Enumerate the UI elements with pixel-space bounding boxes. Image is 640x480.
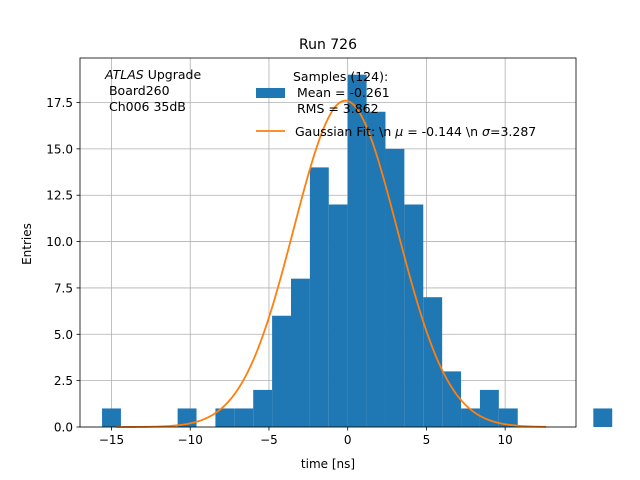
y-axis-label: Entries: [20, 223, 34, 265]
x-tick-label: 0: [344, 433, 352, 447]
x-tick-label: −5: [260, 433, 278, 447]
histogram-bar: [272, 315, 291, 427]
annotation: ATLAS Upgrade Board260 Ch006 35dB: [104, 67, 201, 114]
histogram-bar: [347, 74, 367, 427]
legend-hist-label-1: Samples (124):: [293, 69, 388, 84]
histogram-bar: [404, 204, 424, 427]
x-tick-label: 5: [423, 433, 431, 447]
histogram-bar: [423, 297, 443, 427]
annotation-line-1: ATLAS Upgrade: [104, 67, 201, 82]
legend-fit-sigma-symbol: σ: [482, 124, 491, 139]
histogram-bar: [385, 148, 405, 427]
legend-fit-part-1: Gaussian Fit: \n: [295, 124, 395, 139]
histogram-bar: [461, 408, 480, 427]
x-axis-ticks: −15 −10 −5 0 5 10: [99, 427, 513, 447]
legend-fit-part-3: =3.287: [490, 124, 536, 139]
plot-frame: [79, 57, 577, 428]
annotation-atlas: ATLAS: [104, 67, 144, 82]
histogram-bar: [102, 408, 121, 427]
y-tick-label: 17.5: [46, 96, 73, 110]
legend: Samples (124): Mean = -0.261 RMS = 3.862…: [256, 69, 536, 139]
legend-fit-label: Gaussian Fit: \n μ = -0.144 \n σ=3.287: [295, 124, 536, 139]
histogram-bar: [593, 408, 613, 427]
histogram-bars: [102, 74, 613, 428]
legend-hist-swatch: [256, 88, 285, 98]
x-tick-label: −15: [99, 433, 124, 447]
histogram-bar: [366, 111, 386, 428]
x-tick-label: 10: [498, 433, 513, 447]
y-tick-label: 10.0: [46, 235, 73, 249]
fit-curve: [116, 99, 547, 428]
y-tick-label: 5.0: [54, 328, 73, 342]
y-tick-label: 15.0: [46, 142, 73, 156]
legend-fit-part-2: = -0.144 \n: [403, 124, 482, 139]
histogram-bar: [253, 389, 273, 427]
y-axis-ticks: 0.0 2.5 5.0 7.5 10.0 12.5 15.0 17.5: [46, 96, 80, 435]
histogram-bar: [442, 371, 462, 427]
histogram-bar: [234, 408, 254, 427]
histogram-bar: [498, 408, 518, 427]
annotation-upgrade: Upgrade: [144, 67, 202, 82]
legend-fit-mu-symbol: μ: [394, 124, 403, 139]
y-tick-label: 2.5: [54, 374, 73, 388]
gaussian-fit: [116, 99, 547, 428]
histogram-bar: [215, 408, 235, 427]
chart-title: Run 726: [299, 37, 357, 53]
x-axis-label: time [ns]: [301, 457, 355, 471]
histogram-bar: [309, 167, 329, 427]
legend-hist-label-3: RMS = 3.862: [293, 101, 379, 116]
y-tick-label: 0.0: [54, 421, 73, 435]
y-tick-label: 7.5: [54, 281, 73, 295]
legend-hist-label-2: Mean = -0.261: [293, 85, 390, 100]
annotation-line-2: Board260: [105, 83, 170, 98]
x-tick-label: −10: [178, 433, 203, 447]
histogram-bar: [328, 204, 348, 427]
histogram-bar: [290, 278, 310, 427]
y-tick-label: 12.5: [46, 189, 73, 203]
annotation-line-3: Ch006 35dB: [105, 99, 186, 114]
